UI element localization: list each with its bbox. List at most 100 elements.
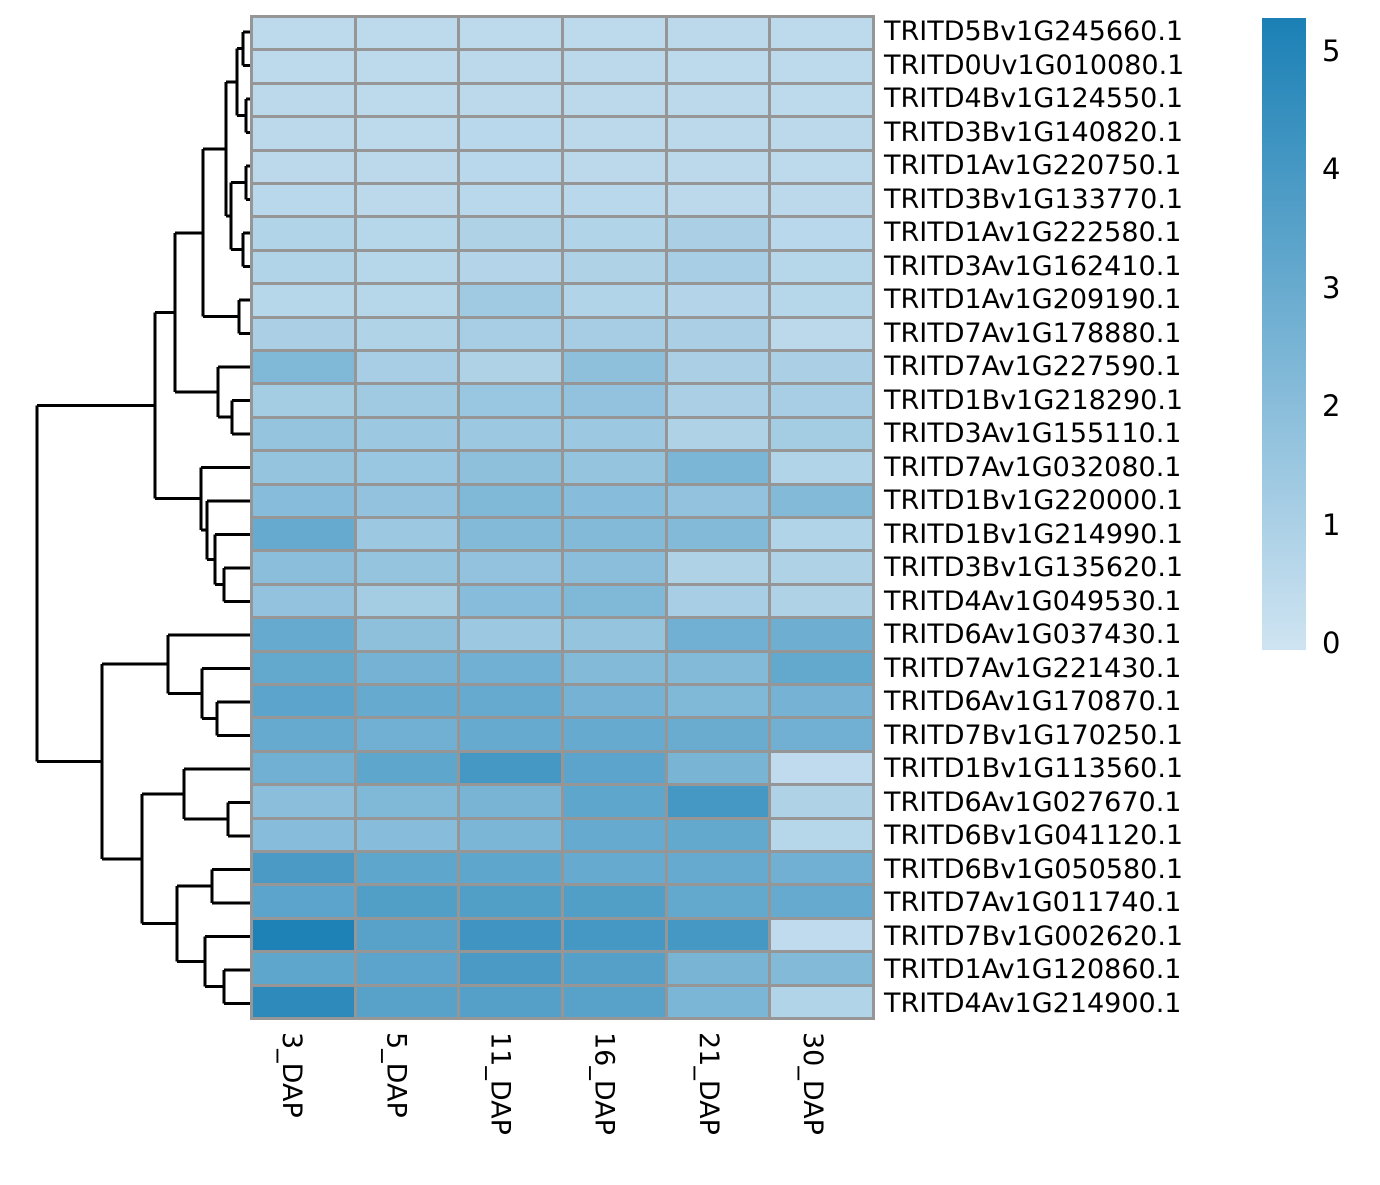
heatmap-cell <box>460 986 561 1017</box>
row-label: TRITD6Bv1G050580.1 <box>884 853 1184 885</box>
heatmap-cell <box>771 786 872 817</box>
heatmap-cell <box>253 852 354 884</box>
heatmap-cell <box>563 184 665 216</box>
heatmap-cell <box>771 151 872 182</box>
column-label: 16_DAP <box>588 1032 620 1135</box>
heatmap-cell <box>667 953 769 984</box>
heatmap-cell <box>771 986 872 1017</box>
row-label: TRITD1Bv1G113560.1 <box>884 753 1184 784</box>
heatmap-cell <box>563 552 665 583</box>
row-label: TRITD3Bv1G140820.1 <box>884 116 1184 148</box>
heatmap-cell <box>253 184 354 216</box>
heatmap-cell <box>667 385 769 416</box>
heatmap-cell <box>460 485 561 516</box>
heatmap-cell <box>771 552 872 583</box>
heatmap-cell <box>563 619 665 650</box>
legend-gradient-bar <box>1262 18 1306 650</box>
heatmap-cell <box>667 118 769 149</box>
heatmap-cell <box>771 118 872 149</box>
heatmap-cell <box>771 819 872 850</box>
heatmap-cell <box>771 652 872 683</box>
row-label: TRITD7Av1G032080.1 <box>884 451 1182 483</box>
heatmap-cell <box>563 418 665 450</box>
heatmap-cell <box>563 953 665 984</box>
heatmap-cell <box>253 518 354 550</box>
heatmap-cell <box>460 852 561 884</box>
row-label: TRITD6Bv1G041120.1 <box>884 820 1184 851</box>
heatmap-cell <box>253 251 354 283</box>
heatmap-cell <box>771 919 872 951</box>
heatmap-cell <box>771 285 872 316</box>
heatmap-cell <box>563 385 665 416</box>
legend-tick-label: 4 <box>1322 152 1341 187</box>
heatmap-cell <box>667 552 769 583</box>
row-label: TRITD1Bv1G220000.1 <box>884 485 1184 516</box>
heatmap-cell <box>253 786 354 817</box>
heatmap-cell <box>460 418 561 450</box>
heatmap-cell <box>253 318 354 349</box>
column-label: 3_DAP <box>276 1032 308 1118</box>
heatmap-cell <box>356 18 458 49</box>
heatmap-cell <box>771 351 872 383</box>
heatmap-cell <box>460 318 561 349</box>
heatmap-cell <box>771 852 872 884</box>
heatmap-cell <box>356 585 458 617</box>
heatmap-cell <box>771 418 872 450</box>
heatmap-cell <box>563 786 665 817</box>
heatmap-cell <box>563 886 665 917</box>
heatmap-cell <box>253 418 354 450</box>
heatmap-cell <box>563 986 665 1017</box>
row-label: TRITD7Av1G011740.1 <box>884 887 1182 918</box>
heatmap-cell <box>253 552 354 583</box>
heatmap-cell <box>356 351 458 383</box>
legend-tick-label: 0 <box>1322 626 1341 660</box>
row-label: TRITD5Bv1G245660.1 <box>884 16 1184 47</box>
heatmap-grid <box>250 15 875 1020</box>
heatmap-cell <box>356 51 458 82</box>
heatmap-cell <box>460 752 561 784</box>
heatmap-cell <box>460 919 561 951</box>
heatmap-cell <box>771 886 872 917</box>
heatmap-cell <box>771 585 872 617</box>
heatmap-cell <box>253 285 354 316</box>
heatmap-cell <box>356 251 458 283</box>
heatmap-cell <box>563 852 665 884</box>
row-label: TRITD4Bv1G124550.1 <box>884 83 1184 114</box>
heatmap-cell <box>356 619 458 650</box>
heatmap-cell <box>356 485 458 516</box>
heatmap-cell <box>771 685 872 717</box>
heatmap-cell <box>563 84 665 116</box>
heatmap-cell <box>563 819 665 850</box>
heatmap-cell <box>253 619 354 650</box>
heatmap-cell <box>356 118 458 149</box>
heatmap-cell <box>667 919 769 951</box>
heatmap-cell <box>563 719 665 750</box>
heatmap-cell <box>356 852 458 884</box>
heatmap-cell <box>771 752 872 784</box>
heatmap-cell <box>253 685 354 717</box>
heatmap-cell <box>356 786 458 817</box>
heatmap-cell <box>667 719 769 750</box>
heatmap-cell <box>771 385 872 416</box>
heatmap-cell <box>356 218 458 249</box>
heatmap-cell <box>563 51 665 82</box>
row-label: TRITD1Av1G209190.1 <box>884 284 1182 315</box>
heatmap-cell <box>460 51 561 82</box>
heatmap-cell <box>563 752 665 784</box>
heatmap-cell <box>667 886 769 917</box>
heatmap-cell <box>253 986 354 1017</box>
heatmap-cell <box>667 652 769 683</box>
row-label: TRITD3Bv1G135620.1 <box>884 552 1184 583</box>
heatmap-cell <box>253 485 354 516</box>
row-label: TRITD7Bv1G170250.1 <box>884 719 1184 751</box>
heatmap-cell <box>563 452 665 483</box>
heatmap-cell <box>460 886 561 917</box>
heatmap-cell <box>253 752 354 784</box>
heatmap-cell <box>460 786 561 817</box>
heatmap-cell <box>460 685 561 717</box>
row-label: TRITD3Av1G155110.1 <box>884 418 1182 449</box>
heatmap-cell <box>460 118 561 149</box>
heatmap-cell <box>356 953 458 984</box>
heatmap-cell <box>667 184 769 216</box>
heatmap-cell <box>667 986 769 1017</box>
